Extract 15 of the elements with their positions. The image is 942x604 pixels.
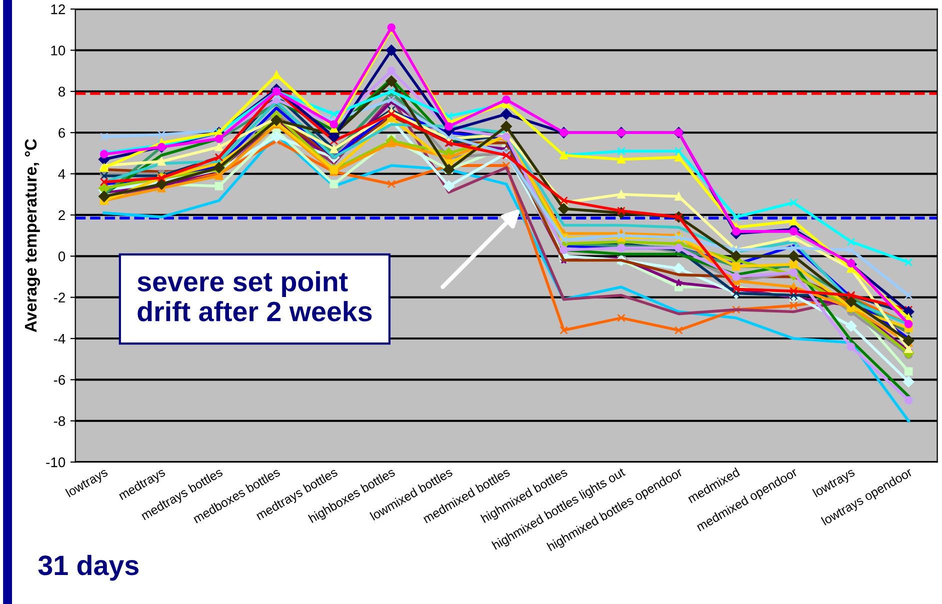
y-tick-label: -8	[54, 416, 66, 426]
annotation: severe set point drift after 2 weeks	[138, 271, 372, 322]
y-tick-label: -10	[46, 457, 66, 468]
y-tick-label: -2	[54, 292, 65, 302]
y-tick-label: -4	[54, 334, 66, 344]
y-tick-label: 4	[58, 169, 66, 179]
y-tick-label: 12	[51, 4, 65, 14]
y-tick-label: 8	[58, 86, 66, 97]
y-tick-label: 0	[58, 251, 66, 262]
y-axis-title: Average temperature, °C	[24, 138, 40, 332]
y-tick-label: 2	[58, 210, 65, 220]
y-tick-label: -6	[54, 375, 66, 385]
y-tick-label: 6	[58, 128, 66, 138]
text: 31 days	[38, 554, 138, 581]
y-tick-label: 10	[51, 46, 66, 56]
